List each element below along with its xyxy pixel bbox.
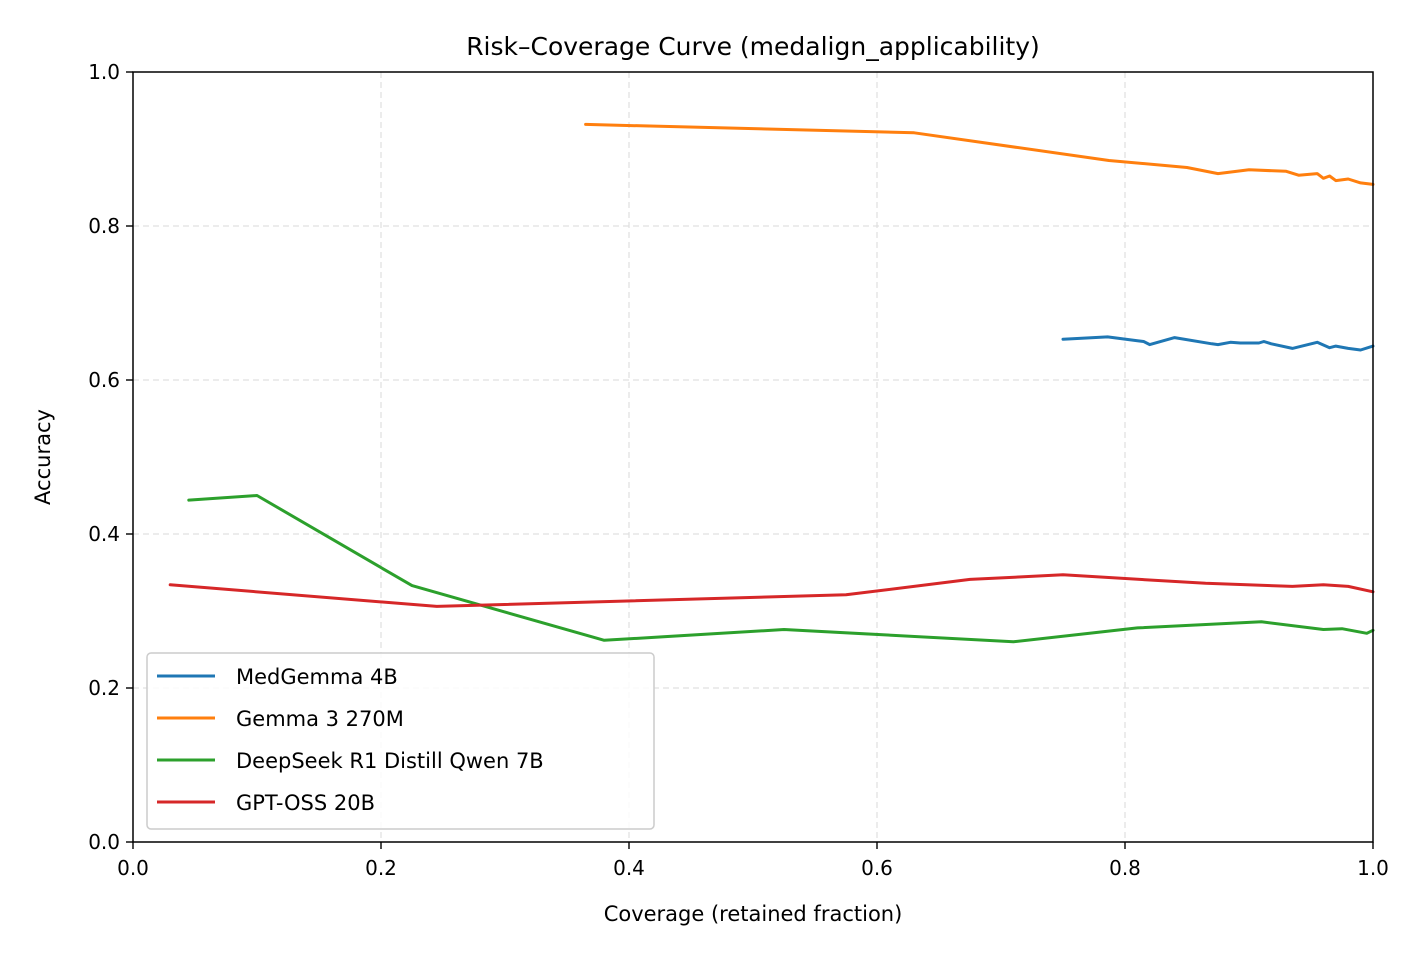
y-tick-label: 0.6 bbox=[88, 368, 120, 392]
legend-label: GPT-OSS 20B bbox=[236, 791, 375, 815]
x-tick-label: 0.2 bbox=[365, 856, 397, 880]
legend-box bbox=[146, 652, 655, 830]
series-line-2 bbox=[584, 122, 1375, 186]
y-tick-label: 0.4 bbox=[88, 522, 120, 546]
series-line-1 bbox=[1061, 335, 1375, 352]
x-tick-label: 0.4 bbox=[613, 856, 645, 880]
legend-label: Gemma 3 270M bbox=[236, 707, 404, 731]
series-line-3 bbox=[187, 494, 1375, 644]
chart-title: Risk–Coverage Curve (medalign_applicabil… bbox=[466, 32, 1040, 61]
legend-label: MedGemma 4B bbox=[236, 665, 398, 689]
legend-items: MedGemma 4B Gemma 3 270M DeepSeek R1 Disti… bbox=[157, 665, 544, 815]
y-tick-label: 0.0 bbox=[88, 830, 120, 854]
legend-label: DeepSeek R1 Distill Qwen 7B bbox=[236, 749, 544, 773]
axis-ticks: 0.0 0.2 0.4 0.6 0.8 1.0 0.0 0.2 0.4 0.6 0.8 1.0 bbox=[88, 60, 1389, 880]
y-tick-label: 1.0 bbox=[88, 60, 120, 84]
series-lines bbox=[168, 122, 1375, 644]
x-tick-label: 0.0 bbox=[117, 856, 149, 880]
y-tick-label: 0.8 bbox=[88, 214, 120, 238]
series-line-4 bbox=[168, 573, 1375, 608]
x-axis-title: Coverage (retained fraction) bbox=[604, 902, 903, 926]
plot-frame bbox=[132, 71, 1374, 843]
x-tick-label: 0.6 bbox=[861, 856, 893, 880]
x-tick-label: 1.0 bbox=[1357, 856, 1389, 880]
y-tick-label: 0.2 bbox=[88, 676, 120, 700]
x-tick-label: 0.8 bbox=[1109, 856, 1141, 880]
y-axis-title: Accuracy bbox=[31, 409, 55, 505]
legend: MedGemma 4B Gemma 3 270M DeepSeek R1 Disti… bbox=[146, 652, 655, 830]
